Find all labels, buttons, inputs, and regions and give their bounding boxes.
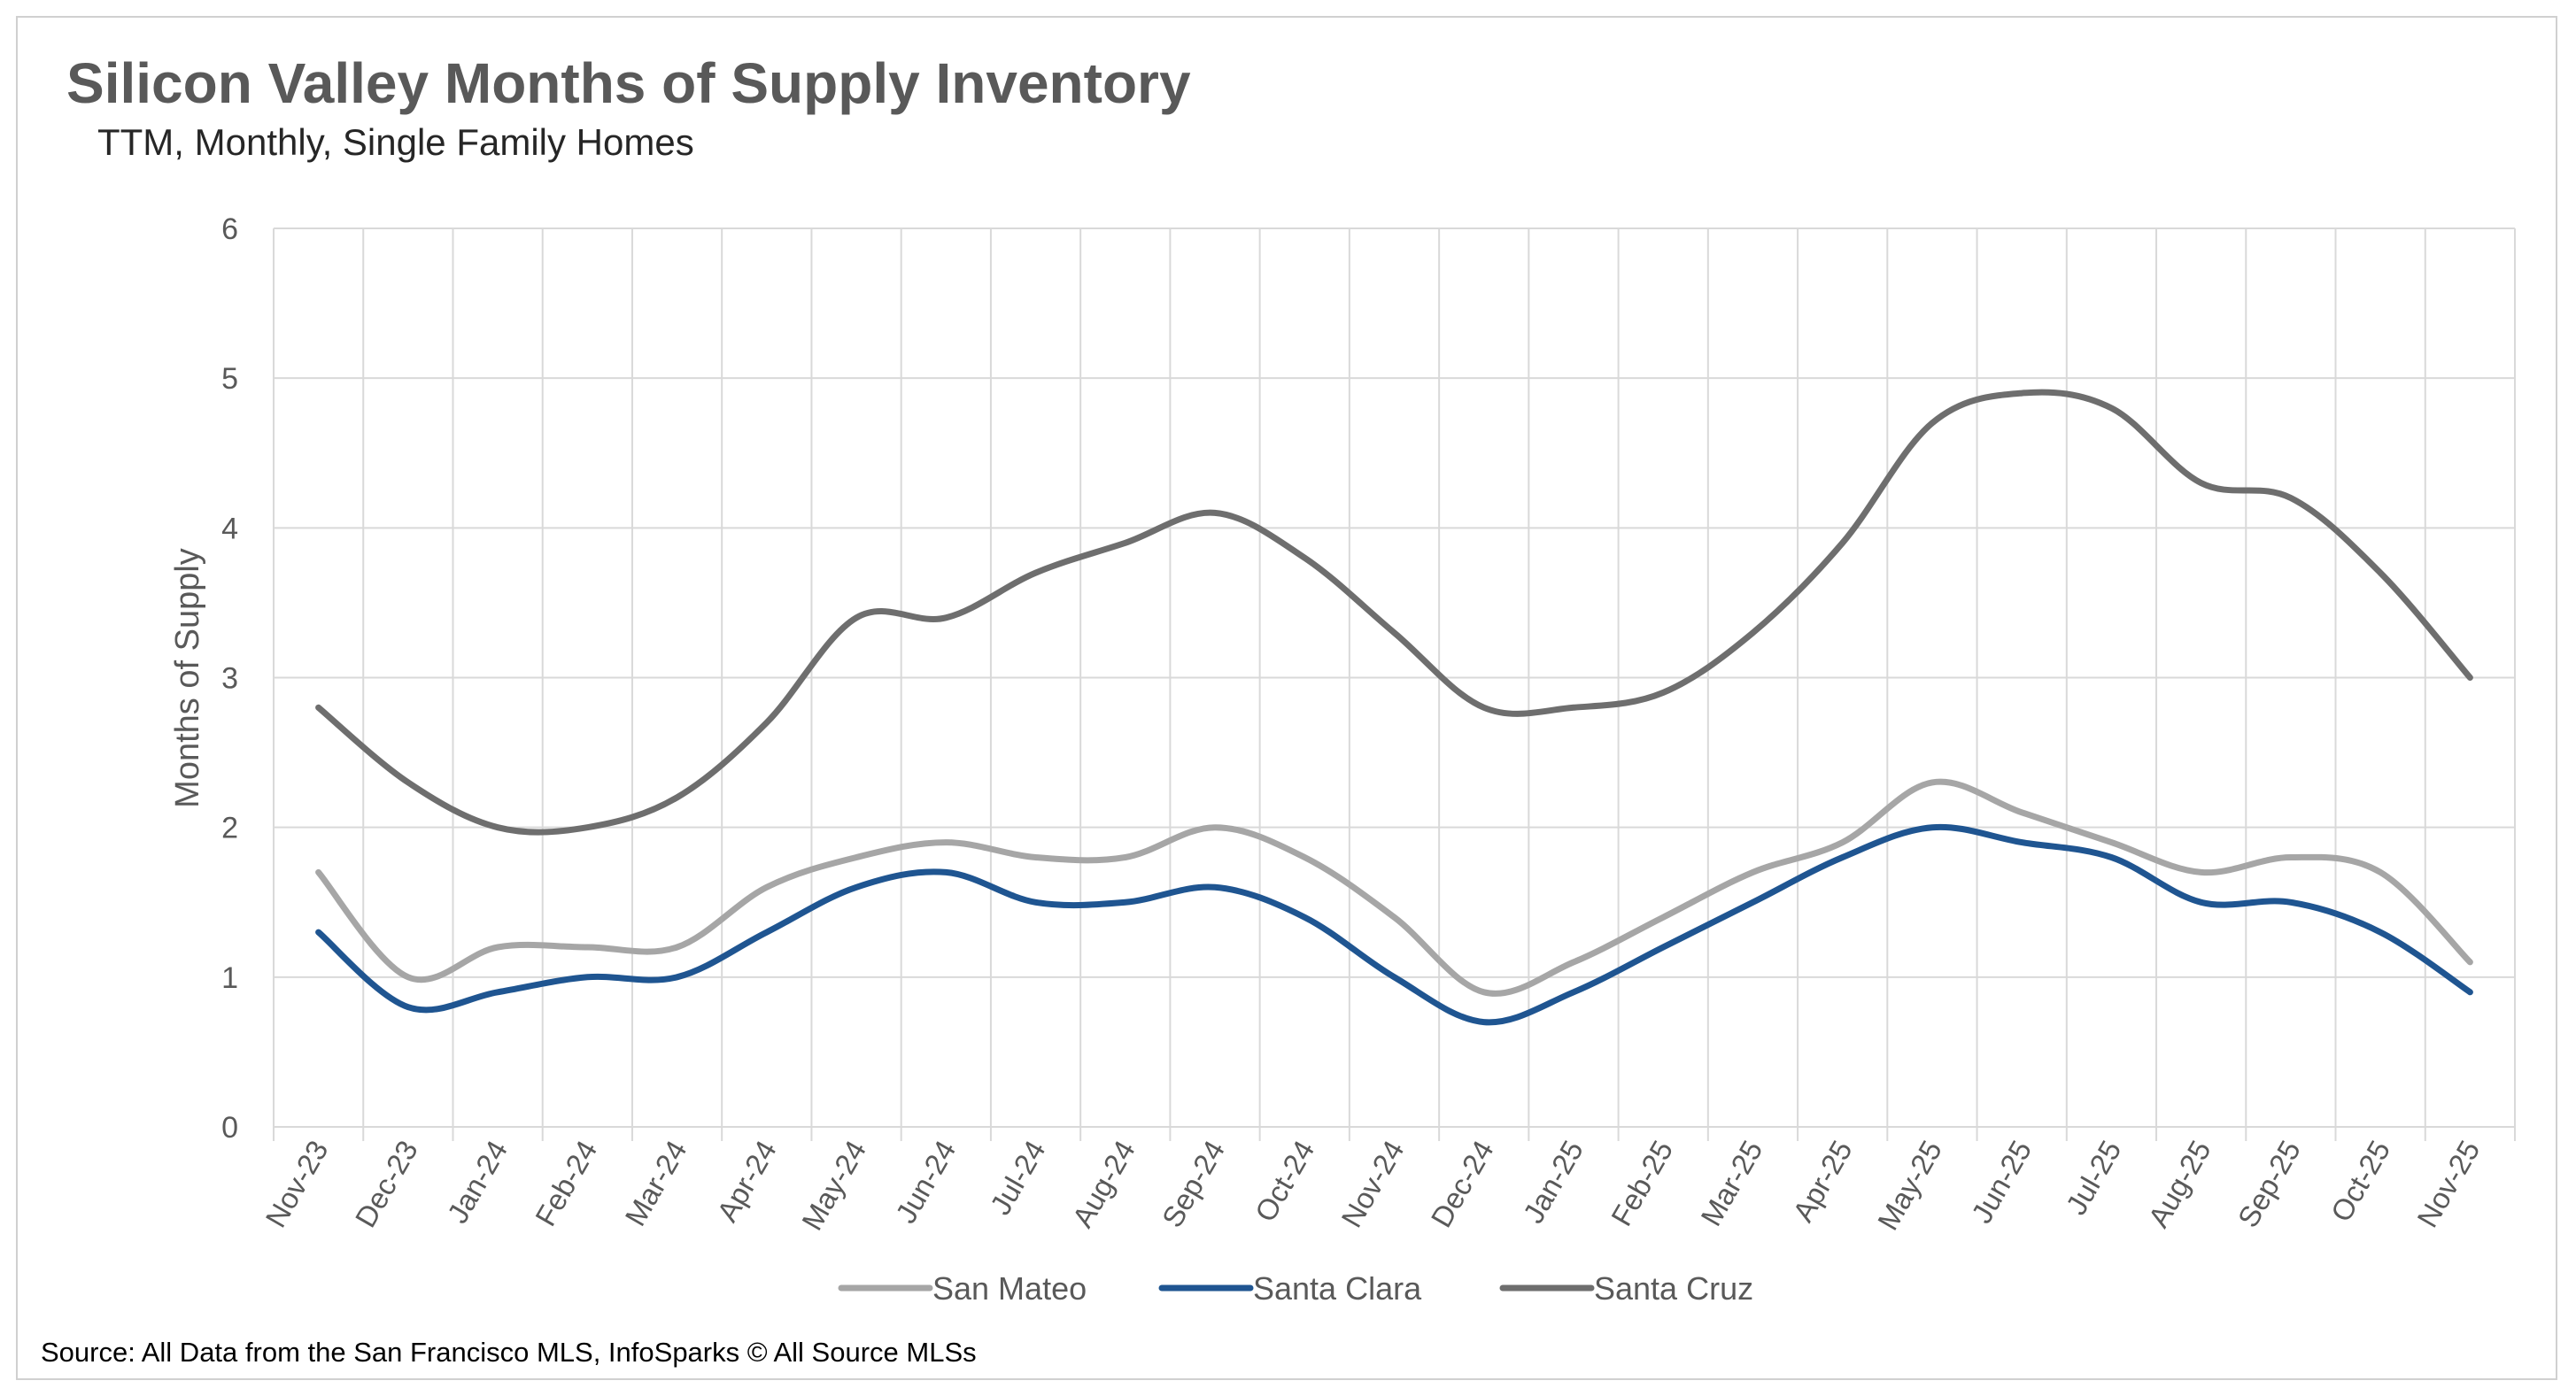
x-tick-label: Jan-24	[441, 1135, 514, 1229]
y-tick-label: 4	[221, 512, 238, 545]
series	[315, 389, 2473, 1026]
x-tick-label: Feb-25	[1605, 1135, 1679, 1231]
x-tick-label: Feb-24	[529, 1135, 603, 1231]
x-tick-label: Apr-25	[1786, 1135, 1859, 1227]
x-tick-label: Jan-25	[1517, 1135, 1590, 1229]
series-line-santa-clara	[315, 823, 2473, 1026]
x-tick-label: Aug-25	[2141, 1135, 2216, 1233]
x-tick-label: Mar-25	[1694, 1135, 1768, 1231]
x-tick-label: Nov-25	[2410, 1135, 2486, 1233]
legend-label-san-mateo: San Mateo	[932, 1270, 1087, 1307]
x-tick-label: Jul-25	[2059, 1135, 2127, 1220]
legend-label-santa-clara: Santa Clara	[1253, 1270, 1422, 1307]
x-tick-label: Nov-24	[1334, 1135, 1410, 1233]
x-tick-label: Jun-24	[889, 1135, 962, 1229]
y-tick-label: 0	[221, 1111, 238, 1145]
series-line-san-mateo	[315, 778, 2473, 997]
legend: San Mateo Santa Clara Santa Cruz	[838, 1270, 1753, 1307]
x-tick-label: Nov-23	[259, 1135, 334, 1233]
x-tick-label: Aug-24	[1066, 1135, 1141, 1233]
y-axis-ticks: 0 1 2 3 4 5 6	[221, 212, 238, 1145]
x-tick-label: May-24	[795, 1135, 872, 1236]
source-note: Source: All Data from the San Francisco …	[41, 1337, 977, 1368]
chart-title: Silicon Valley Months of Supply Inventor…	[66, 51, 1191, 115]
x-tick-label: Oct-25	[2325, 1135, 2397, 1227]
x-tick-label: May-25	[1871, 1135, 1948, 1236]
x-tick-label: Jun-25	[1965, 1135, 2038, 1229]
x-tick-label: Oct-24	[1249, 1135, 1321, 1227]
chart-subtitle: TTM, Monthly, Single Family Homes	[97, 121, 694, 163]
x-tick-label: Apr-24	[710, 1135, 783, 1227]
y-tick-label: 6	[221, 212, 238, 246]
y-tick-label: 1	[221, 961, 238, 995]
y-tick-label: 5	[221, 362, 238, 396]
x-tick-label: Sep-24	[1156, 1135, 1231, 1233]
x-axis-ticks: Nov-23 Dec-23 Jan-24 Feb-24 Mar-24 Apr-24 May-…	[259, 1135, 2486, 1236]
chart-frame	[16, 16, 2557, 1380]
y-tick-label: 3	[221, 662, 238, 696]
legend-label-santa-cruz: Santa Cruz	[1594, 1270, 1753, 1307]
grid	[273, 228, 2516, 1141]
x-tick-label: Dec-24	[1425, 1135, 1500, 1233]
x-tick-label: Dec-23	[349, 1135, 424, 1233]
x-tick-label: Jul-24	[984, 1135, 1052, 1220]
x-tick-label: Mar-24	[618, 1135, 692, 1231]
y-tick-label: 2	[221, 812, 238, 845]
series-line-santa-cruz	[315, 389, 2473, 836]
y-axis-label: Months of Supply	[169, 548, 206, 808]
x-tick-label: Sep-25	[2232, 1135, 2307, 1233]
